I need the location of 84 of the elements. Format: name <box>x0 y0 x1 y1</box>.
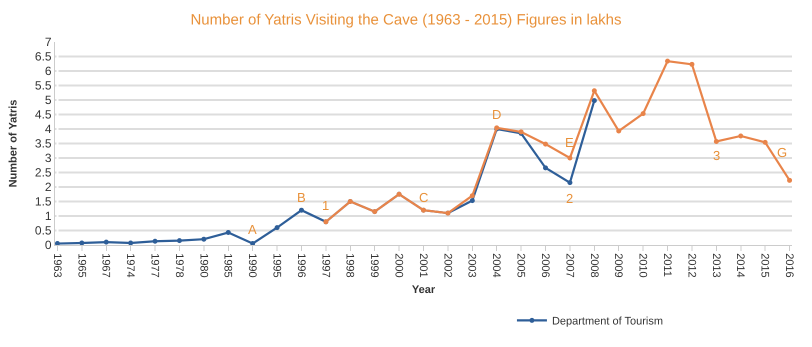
y-axis-title: Number of Yatris <box>8 100 20 188</box>
x-tick-label: 2003 <box>466 253 478 278</box>
x-tick-label: 1967 <box>100 253 112 278</box>
point <box>738 133 744 138</box>
annotation: B <box>297 190 306 205</box>
point <box>470 198 475 204</box>
y-tick-label: 7 <box>44 35 52 50</box>
x-tick-label: 2000 <box>392 253 405 278</box>
x-tick-label: 2015 <box>758 253 771 278</box>
x-tick-label: 2006 <box>538 253 551 278</box>
point <box>762 140 768 145</box>
y-tick-label: 4 <box>44 122 52 136</box>
x-tick-label: 2005 <box>514 253 527 278</box>
y-tick-label: 3.5 <box>34 136 52 151</box>
point <box>592 88 597 94</box>
legend-label: Department of Tourism <box>552 316 664 328</box>
point <box>543 165 548 170</box>
x-tick-label: 2007 <box>563 253 576 278</box>
y-tick-label: 0.5 <box>34 224 52 238</box>
annotation: D <box>492 107 502 122</box>
point <box>79 240 84 246</box>
annotation: G <box>777 145 788 160</box>
x-tick-label: 2002 <box>441 253 454 278</box>
x-tick-label: 2016 <box>782 253 795 278</box>
x-tick-label: 2010 <box>636 253 649 278</box>
point <box>543 142 548 147</box>
y-tick-label: 0 <box>44 238 52 252</box>
point <box>128 240 134 246</box>
x-tick-label: 2011 <box>660 253 673 277</box>
x-tick-label: 1963 <box>50 253 63 278</box>
point <box>689 62 694 67</box>
annotation: E <box>565 135 574 150</box>
x-axis-title: Year <box>412 284 436 296</box>
point <box>592 98 597 104</box>
point <box>714 138 719 144</box>
annotation: 2 <box>566 191 574 206</box>
point <box>274 225 280 230</box>
point <box>152 238 158 244</box>
y-tick-label: 2.5 <box>34 166 52 180</box>
annotation: C <box>419 190 428 205</box>
point <box>665 58 670 64</box>
point <box>201 236 206 242</box>
x-tick-label: 1985 <box>222 253 234 278</box>
point <box>470 193 475 198</box>
x-tick-label: 2013 <box>710 253 722 278</box>
point <box>567 156 572 160</box>
x-tick-label: 2008 <box>588 253 600 278</box>
point <box>298 208 304 213</box>
y-tick-label: 6 <box>44 64 52 78</box>
point <box>226 230 231 236</box>
point <box>567 180 572 186</box>
y-tick-label: 1 <box>44 209 52 224</box>
x-tick-label: 1980 <box>197 253 210 278</box>
y-tick-label: 6.5 <box>34 50 52 64</box>
x-tick-label: 1999 <box>368 253 380 278</box>
x-tick-label: 1997 <box>319 253 332 278</box>
y-tick-label: 3 <box>44 151 52 166</box>
x-tick-label: 2001 <box>416 253 429 278</box>
y-tick-label: 2 <box>44 180 52 194</box>
point <box>616 128 622 134</box>
y-tick-label: 4.5 <box>34 108 52 122</box>
x-tick-label: 2009 <box>612 253 624 278</box>
annotation: A <box>248 222 257 237</box>
point <box>787 178 792 183</box>
annotation: 1 <box>322 198 330 213</box>
x-tick-label: 1978 <box>172 253 185 278</box>
x-tick-label: 2004 <box>490 253 502 278</box>
annotation: 3 <box>713 148 720 163</box>
x-tick-label: 2012 <box>685 253 698 278</box>
point <box>640 111 646 116</box>
y-tick-label: 5 <box>44 93 52 108</box>
x-tick-label: 1965 <box>75 253 88 278</box>
x-tick-label: 1998 <box>344 253 356 278</box>
x-tick-label: 1977 <box>148 253 160 278</box>
y-tick-label: 1.5 <box>34 194 52 209</box>
chart-title: Number of Yatris Visiting the Cave (1963 - 2015) Figures in lakhs <box>190 11 622 28</box>
y-tick-label: 5.5 <box>34 78 52 93</box>
x-tick-label: 1974 <box>124 253 136 278</box>
x-tick-label: 1996 <box>294 253 307 278</box>
x-tick-label: 1995 <box>270 253 283 278</box>
x-tick-label: 2014 <box>734 253 746 278</box>
point <box>176 238 182 244</box>
point <box>104 240 109 245</box>
x-tick-label: 1990 <box>246 253 258 278</box>
